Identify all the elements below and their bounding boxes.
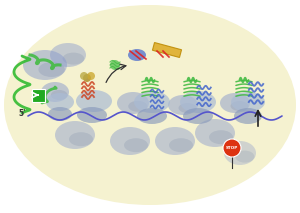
Ellipse shape: [48, 107, 72, 121]
Ellipse shape: [4, 5, 296, 205]
Ellipse shape: [235, 151, 254, 163]
Ellipse shape: [76, 90, 112, 112]
Ellipse shape: [234, 108, 262, 124]
Ellipse shape: [50, 43, 86, 67]
Circle shape: [83, 74, 91, 82]
FancyBboxPatch shape: [32, 88, 44, 102]
Ellipse shape: [117, 92, 149, 114]
Text: STOP: STOP: [226, 146, 238, 150]
Ellipse shape: [41, 82, 69, 102]
Ellipse shape: [183, 108, 213, 124]
Ellipse shape: [124, 138, 148, 152]
Circle shape: [87, 72, 95, 80]
Ellipse shape: [69, 132, 93, 146]
Ellipse shape: [38, 62, 65, 77]
Ellipse shape: [180, 91, 216, 113]
Ellipse shape: [63, 53, 84, 65]
Ellipse shape: [230, 101, 248, 111]
Ellipse shape: [110, 127, 150, 155]
Ellipse shape: [128, 49, 146, 61]
Ellipse shape: [55, 121, 95, 149]
Ellipse shape: [46, 93, 74, 111]
Ellipse shape: [137, 108, 167, 124]
Polygon shape: [152, 43, 182, 58]
Circle shape: [110, 60, 120, 70]
Ellipse shape: [224, 141, 256, 165]
Ellipse shape: [155, 127, 195, 155]
Ellipse shape: [128, 101, 147, 112]
Text: 5': 5': [19, 108, 26, 118]
Ellipse shape: [51, 90, 68, 100]
Circle shape: [80, 72, 88, 80]
Ellipse shape: [195, 119, 235, 147]
Ellipse shape: [77, 107, 107, 123]
Ellipse shape: [134, 91, 170, 113]
Ellipse shape: [178, 103, 196, 113]
Ellipse shape: [209, 130, 233, 144]
Ellipse shape: [220, 93, 250, 113]
Ellipse shape: [231, 92, 265, 112]
Ellipse shape: [23, 50, 67, 80]
Ellipse shape: [169, 138, 193, 152]
Circle shape: [223, 139, 241, 157]
Ellipse shape: [168, 95, 198, 115]
